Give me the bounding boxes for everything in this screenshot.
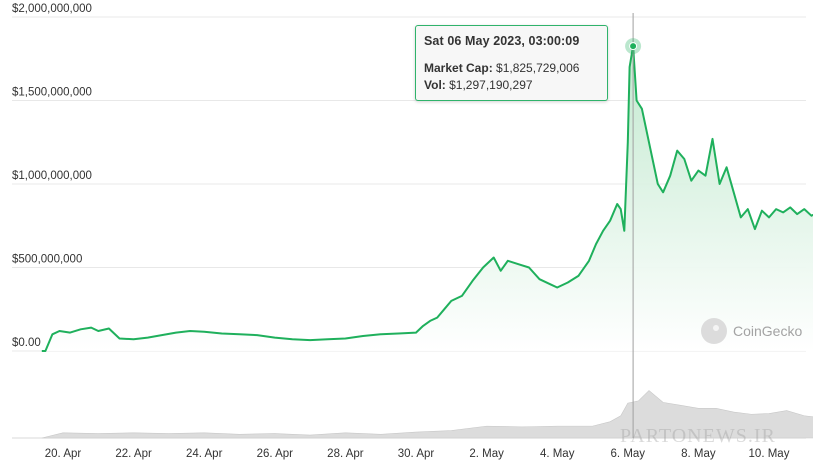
y-axis-labels: $0.00 $500,000,000 $1,000,000,000 $1,500,00… <box>12 3 92 349</box>
tooltip-market-cap-row: Market Cap: $1,825,729,006 <box>424 60 599 77</box>
market-cap-series-line <box>41 45 813 352</box>
partonews-watermark: PARTONEWS.IR <box>620 425 776 447</box>
x-tick-label: 4. May <box>540 448 575 460</box>
coingecko-logo-icon <box>701 318 727 344</box>
data-tooltip: Sat 06 May 2023, 03:00:09 Market Cap: $1… <box>415 25 608 101</box>
tooltip-vol-label: Vol: <box>424 78 446 92</box>
volume-area <box>41 390 813 439</box>
tooltip-vol-row: Vol: $1,297,190,297 <box>424 77 599 94</box>
x-tick-label: 28. Apr <box>327 448 364 460</box>
x-axis-labels: 20. Apr 22. Apr 24. Apr 26. Apr 28. Apr 30. A… <box>45 448 790 460</box>
market-cap-area <box>41 46 813 351</box>
tooltip-vol-value: $1,297,190,297 <box>449 78 533 92</box>
y-tick-label: $2,000,000,000 <box>12 3 92 15</box>
coingecko-watermark: CoinGecko <box>701 318 802 344</box>
y-tick-label: $0.00 <box>12 337 41 349</box>
y-tick-label: $500,000,000 <box>12 254 82 266</box>
tooltip-market-cap-value: $1,825,729,006 <box>496 61 580 75</box>
x-tick-label: 30. Apr <box>398 448 435 460</box>
highlight-point <box>629 42 638 51</box>
x-tick-label: 22. Apr <box>115 448 152 460</box>
crosshair <box>625 13 642 438</box>
y-tick-label: $1,500,000,000 <box>12 87 92 99</box>
x-tick-label: 24. Apr <box>186 448 223 460</box>
coingecko-brand-text: CoinGecko <box>733 323 803 339</box>
x-tick-label: 8. May <box>681 448 716 460</box>
market-cap-fill <box>41 46 813 351</box>
x-tick-label: 20. Apr <box>45 448 82 460</box>
y-tick-label: $1,000,000,000 <box>12 170 92 182</box>
market-cap-line <box>41 45 813 352</box>
x-tick-label: 26. Apr <box>257 448 294 460</box>
x-tick-label: 10. May <box>749 448 790 460</box>
volume-series <box>41 390 813 439</box>
x-tick-label: 2. May <box>469 448 504 460</box>
tooltip-market-cap-label: Market Cap: <box>424 61 493 75</box>
x-tick-label: 6. May <box>611 448 646 460</box>
tooltip-date: Sat 06 May 2023, 03:00:09 <box>424 34 580 48</box>
